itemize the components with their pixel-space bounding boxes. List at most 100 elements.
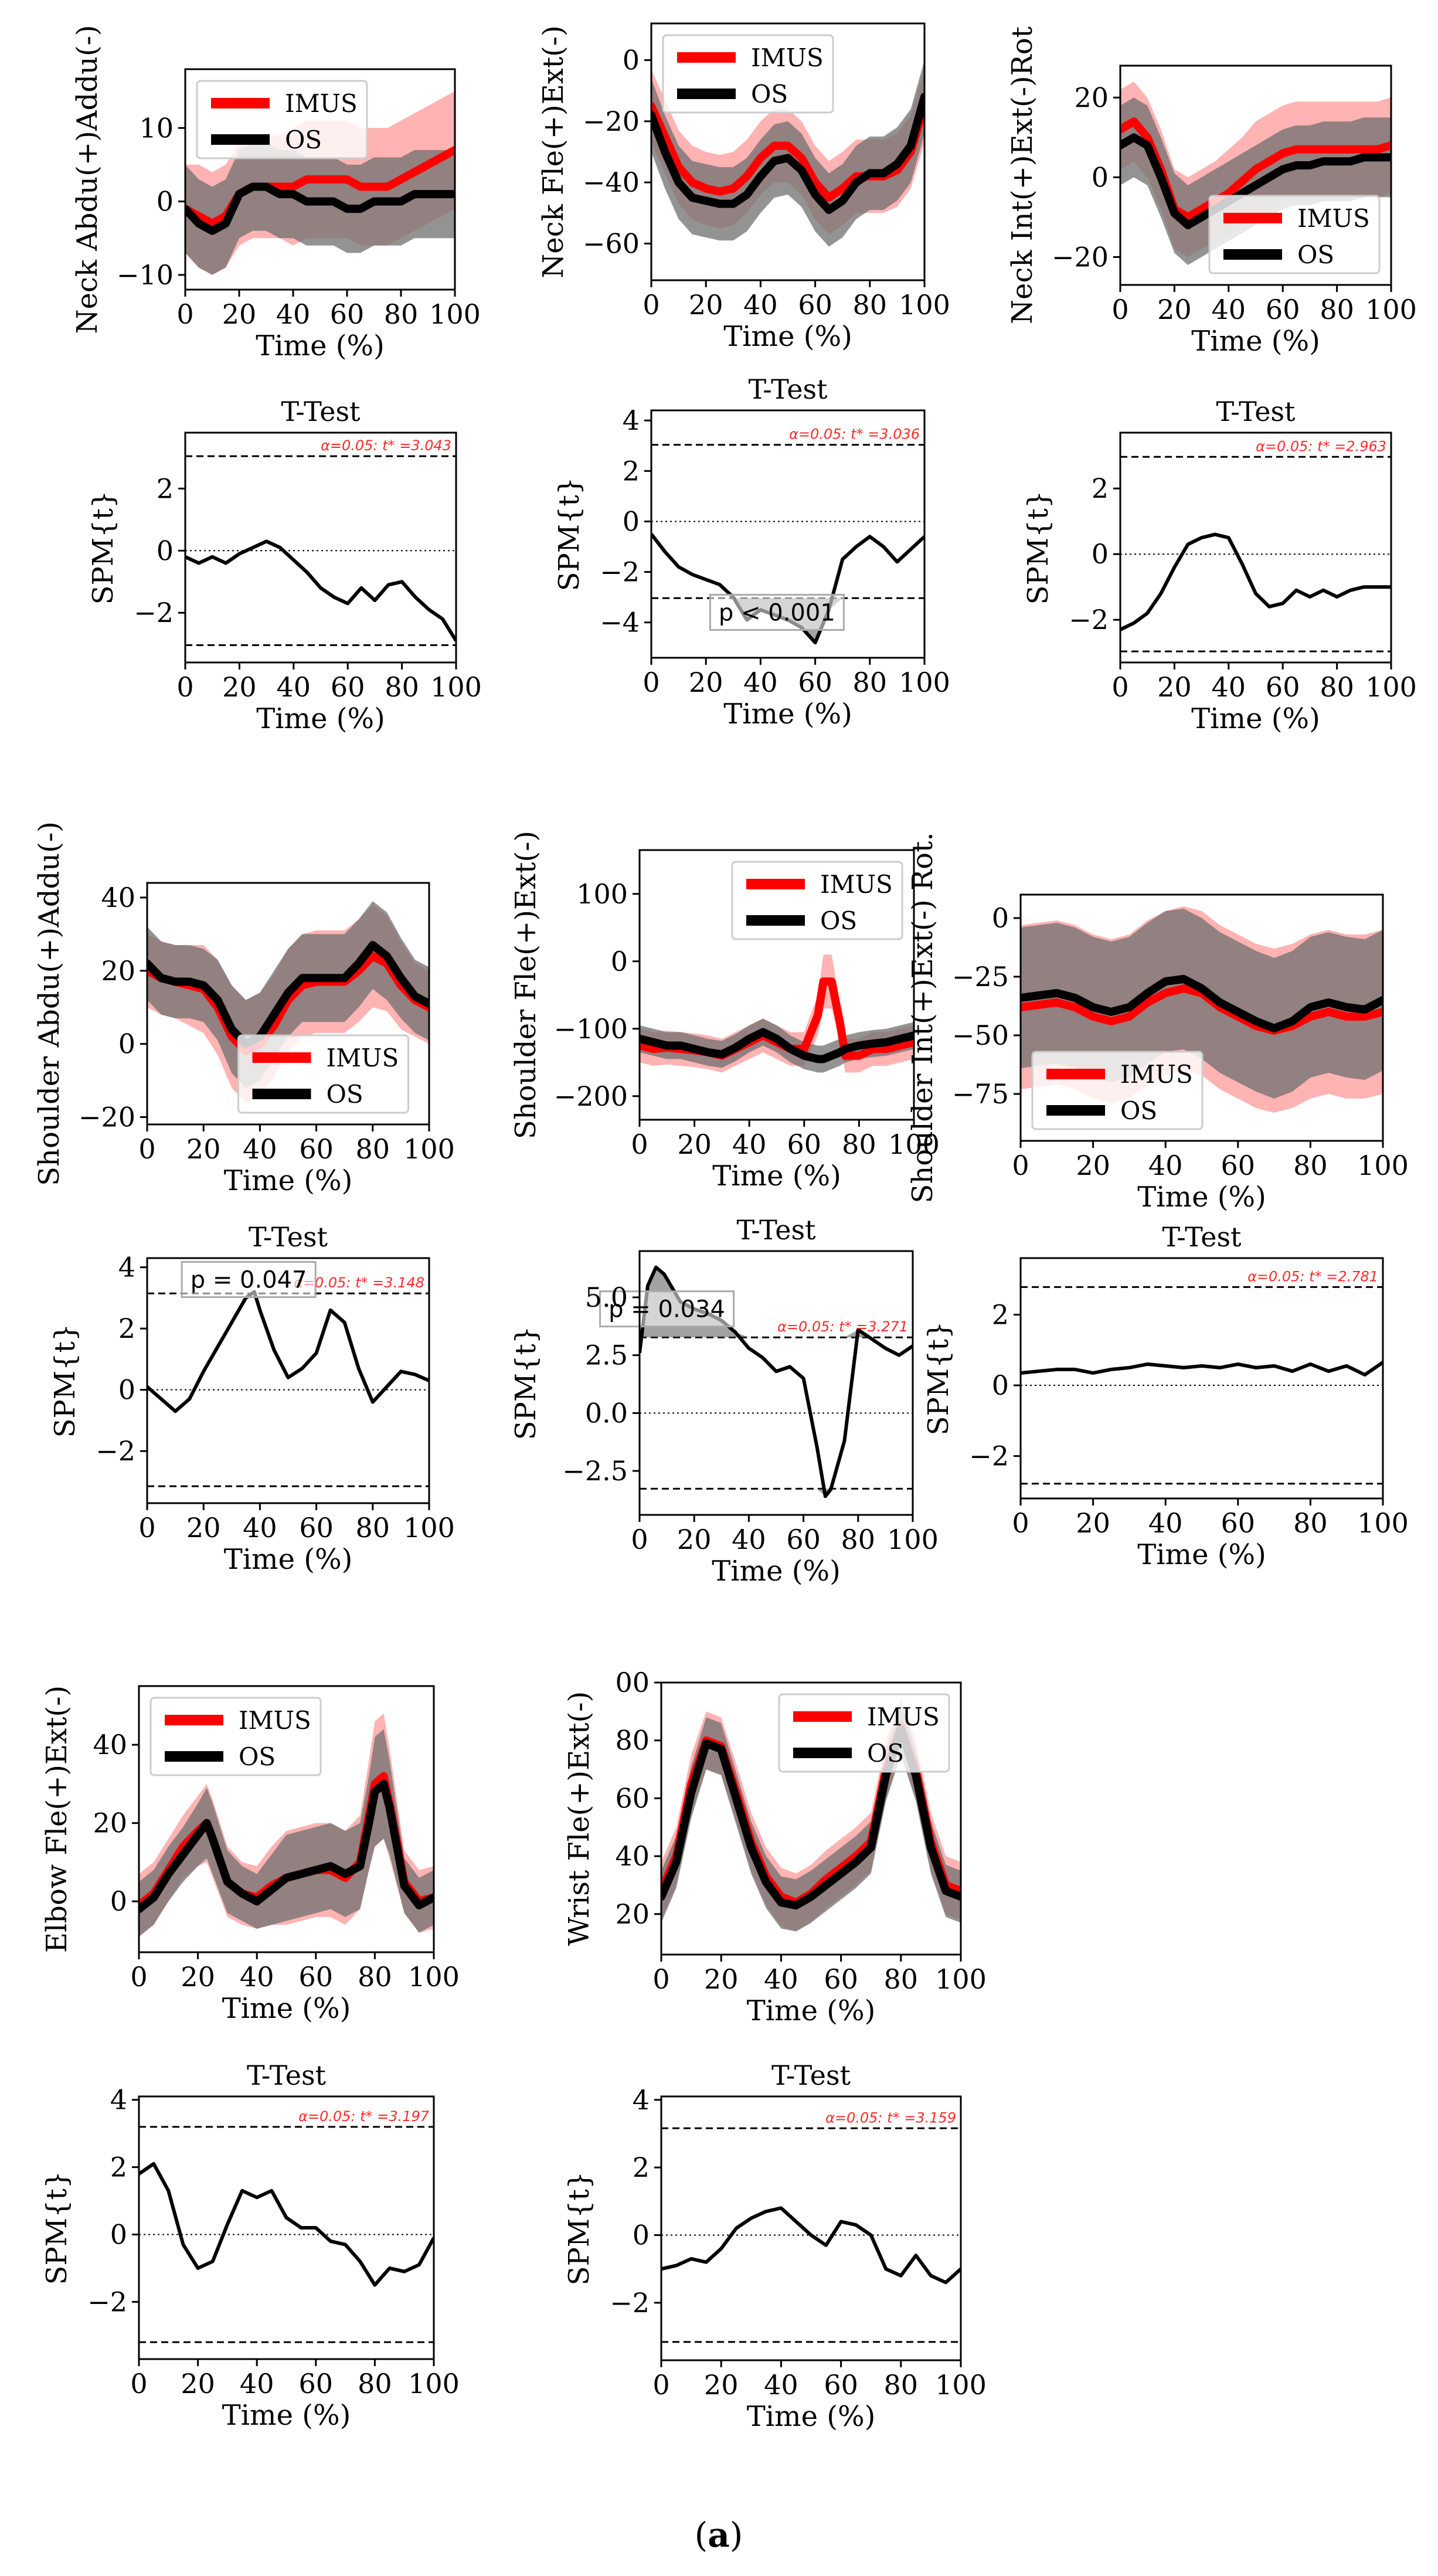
x-tick-label: 0 xyxy=(631,1524,648,1555)
annotation-box xyxy=(709,593,845,631)
x-tick-label: 40 xyxy=(732,1129,767,1160)
y-tick-label: 0 xyxy=(157,186,174,218)
x-tick-label: 80 xyxy=(853,667,888,698)
legend: IMUS OS xyxy=(237,1034,409,1114)
x-tick-label: 80 xyxy=(884,1963,919,1995)
x-tick-label: 20 xyxy=(1157,671,1192,703)
x-tick-label: 60 xyxy=(824,2369,858,2401)
x-tick-label: 80 xyxy=(358,1961,392,1993)
y-tick-label: 5.0 xyxy=(585,1282,628,1313)
x-tick-label: 0 xyxy=(1111,294,1128,325)
y-tick-label: 2.5 xyxy=(585,1340,628,1371)
x-tick-label: 20 xyxy=(689,289,723,321)
y-axis-label: SPM{t} xyxy=(1022,491,1055,605)
x-tick-label: 60 xyxy=(1221,1507,1256,1539)
y-tick-label: 4 xyxy=(118,1252,135,1283)
plot-frame xyxy=(1119,431,1392,664)
legend: IMUS OS xyxy=(149,1697,322,1776)
plot-area xyxy=(139,1713,434,1937)
threshold-label: α=0.05: t* =2.781 xyxy=(1247,1268,1378,1284)
legend-label-imus: IMUS xyxy=(867,1702,940,1731)
x-tick-label: 80 xyxy=(1293,1150,1328,1181)
x-tick-label: 20 xyxy=(704,2369,739,2401)
y-tick-label: −2 xyxy=(96,1435,135,1467)
x-tick-label: 40 xyxy=(277,671,311,703)
x-axis-label: Time (%) xyxy=(224,1164,353,1197)
y-tick-label: 2 xyxy=(992,1299,1009,1330)
y-tick-label: 10 xyxy=(139,112,174,144)
x-tick-label: 80 xyxy=(1320,294,1354,325)
plot-frame xyxy=(650,409,926,659)
legend-label-os: OS xyxy=(751,80,788,108)
x-tick-label: 40 xyxy=(1148,1150,1183,1181)
x-tick-label: 80 xyxy=(841,1524,876,1555)
x-tick-label: 0 xyxy=(130,2368,147,2400)
x-tick-label: 40 xyxy=(1148,1507,1183,1539)
p-value-annotation: p < 0.001 xyxy=(709,593,845,631)
y-tick-label: −75 xyxy=(952,1078,1009,1110)
y-axis-label: Neck Abdu(+)Addu(-) xyxy=(71,25,104,334)
chart-title: T-Test xyxy=(281,396,361,427)
x-tick-label: 20 xyxy=(677,1129,712,1160)
x-tick-label: 100 xyxy=(899,289,950,321)
chart-elbow-fle: 0 20 40 60 80 100 Time (%) 0 20 40 Elbow Fle(+)Ext… xyxy=(40,1685,460,2025)
y-tick-label: 20 xyxy=(615,1898,650,1930)
x-tick-label: 100 xyxy=(403,1133,455,1165)
annotation-text: p < 0.001 xyxy=(719,599,835,626)
spm-curve xyxy=(147,1290,429,1413)
threshold-label: α=0.05: t* =2.963 xyxy=(1256,438,1386,454)
legend-label-imus: IMUS xyxy=(751,43,824,72)
plot-frame xyxy=(638,1250,914,1516)
x-tick-label: 100 xyxy=(403,1512,455,1544)
plot-frame xyxy=(184,431,457,664)
threshold-label: α=0.05: t* =3.043 xyxy=(321,437,451,454)
plot-frame xyxy=(138,1685,435,1953)
x-axis-label: Time (%) xyxy=(1137,1538,1266,1571)
x-axis-label: Time (%) xyxy=(222,1992,351,2025)
y-axis-label: Neck Fle(+)Ext(-) xyxy=(537,25,570,278)
x-tick-label: 60 xyxy=(824,1963,858,1995)
threshold-label: α=0.05: t* =3.197 xyxy=(298,2108,430,2125)
plot-area xyxy=(147,901,429,1103)
x-tick-label: 80 xyxy=(356,1512,390,1544)
y-tick-label: −2 xyxy=(600,556,640,588)
x-tick-label: 20 xyxy=(222,298,257,330)
legend-label-os: OS xyxy=(1120,1096,1157,1125)
x-tick-label: 80 xyxy=(358,2368,392,2400)
y-axis-label: SPM{t} xyxy=(49,1324,81,1438)
y-tick-label: 0 xyxy=(633,2220,650,2251)
x-tick-label: 0 xyxy=(1111,671,1128,703)
y-tick-label: −50 xyxy=(952,1019,1009,1051)
legend-label-os: OS xyxy=(867,1739,904,1768)
x-tick-label: 40 xyxy=(243,1133,277,1165)
legend: IMUS OS xyxy=(196,80,368,159)
y-axis-label: Shoulder Fle(+)Ext(-) xyxy=(509,831,542,1139)
x-tick-label: 40 xyxy=(240,1961,274,1993)
x-tick-label: 20 xyxy=(181,1961,215,1993)
x-axis-label: Time (%) xyxy=(1137,1181,1266,1214)
y-tick-label: 100 xyxy=(576,878,628,910)
figure-caption: (a) xyxy=(694,2515,743,2555)
x-tick-label: 80 xyxy=(842,1129,876,1160)
y-tick-label: 0 xyxy=(110,2218,127,2250)
y-tick-label: 40 xyxy=(101,882,135,913)
x-tick-label: 40 xyxy=(1212,671,1246,703)
x-tick-label: 0 xyxy=(1012,1150,1029,1181)
plot-frame xyxy=(638,849,915,1121)
plot-frame xyxy=(660,2095,962,2361)
legend-label-imus: IMUS xyxy=(820,870,893,899)
x-tick-label: 80 xyxy=(884,2369,919,2401)
x-tick-label: 60 xyxy=(1266,671,1300,703)
y-tick-label: −100 xyxy=(554,1013,628,1045)
x-tick-label: 100 xyxy=(888,1129,940,1160)
legend-label-imus: IMUS xyxy=(285,89,358,118)
y-tick-label: 4 xyxy=(633,2084,650,2116)
y-tick-label: 2 xyxy=(1092,473,1109,504)
y-tick-label: −40 xyxy=(583,166,640,198)
legend: IMUS OS xyxy=(1208,195,1381,274)
x-tick-label: 20 xyxy=(1076,1150,1110,1181)
legend-label-os: OS xyxy=(1297,240,1334,269)
